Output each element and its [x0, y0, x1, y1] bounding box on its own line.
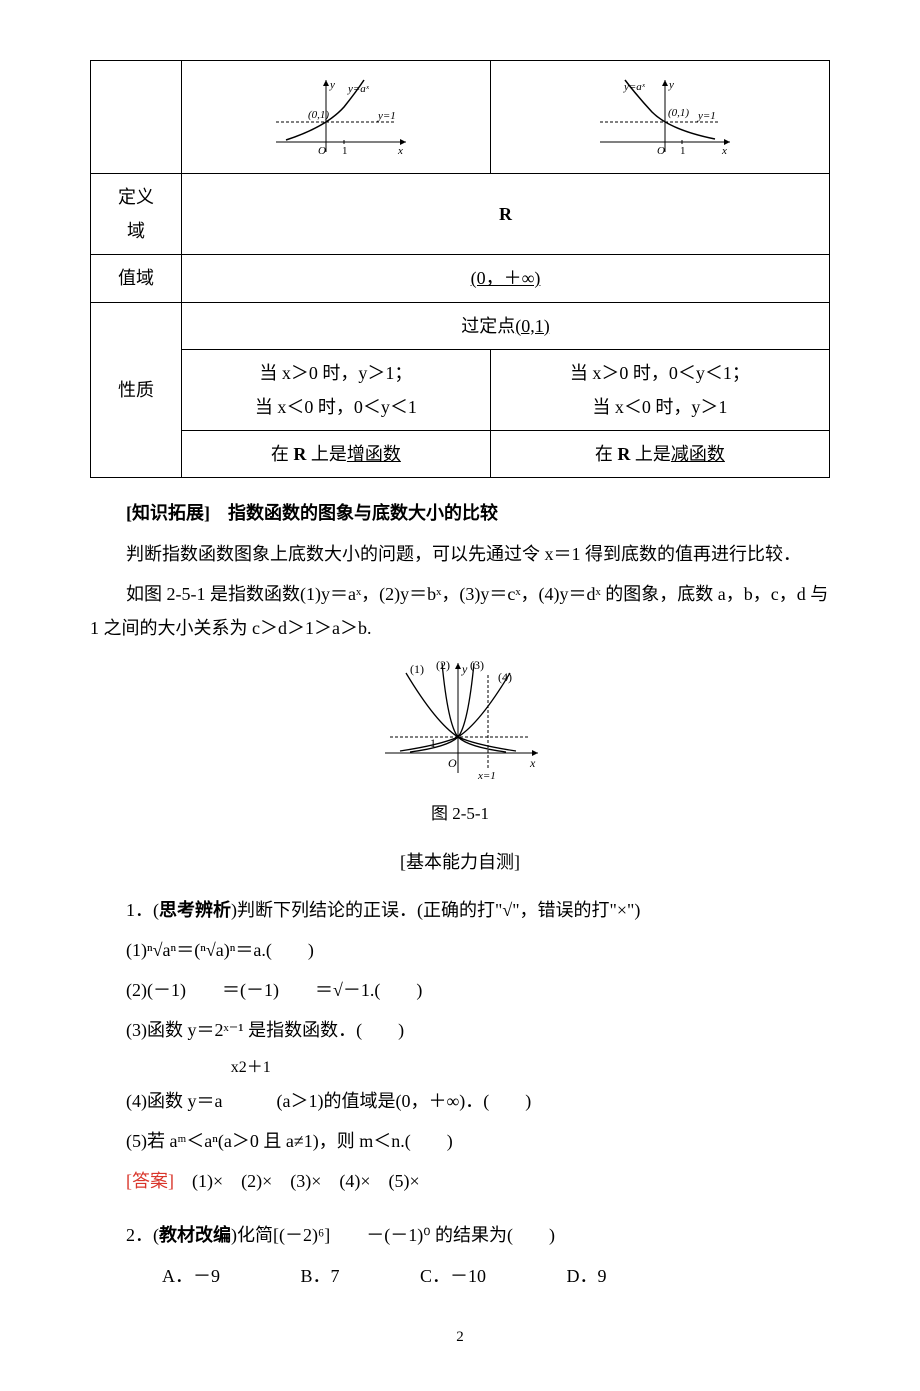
svg-text:y=aˣ: y=aˣ [347, 83, 370, 95]
decreasing-graph-icon: (0,1) y x O 1 y=aˣ y=1 [580, 72, 740, 162]
q1-lead-b: 思考辨析 [159, 900, 231, 920]
prop-left-1a: 当 x＞0 时，y＞1； [259, 363, 412, 383]
svg-text:y: y [329, 79, 335, 91]
page-number: 2 [90, 1323, 830, 1352]
prop-left-2-bold: R [293, 444, 306, 464]
prop-left-1: 当 x＞0 时，y＞1； 当 x＜0 时，0＜y＜1 [182, 349, 491, 430]
svg-text:O: O [318, 145, 326, 157]
svg-text:y=1: y=1 [697, 110, 716, 122]
row-blank-label [91, 61, 182, 174]
fixed-point-cell: 过定点(0,1) [182, 302, 830, 349]
figure-2-5-1: (1) (2) (3) (4) y x O 1 x=1 [90, 655, 830, 796]
self-test-title: [基本能力自测] [90, 845, 830, 879]
figure-caption: 图 2-5-1 [90, 798, 830, 830]
svg-text:x: x [397, 145, 403, 157]
svg-text:O: O [657, 145, 665, 157]
increasing-graph-icon: (0,1) y x O 1 y=aˣ y=1 [256, 72, 416, 162]
q1-2: (2)(－1) ＝(－1) ＝√－1.( ) [90, 973, 830, 1007]
extension-block: [知识拓展] 指数函数的图象与底数大小的比较 判断指数函数图象上底数大小的问题，… [90, 496, 830, 645]
extension-title: 指数函数的图象与底数大小的比较 [210, 503, 498, 523]
svg-text:(1): (1) [410, 662, 424, 676]
q2-lead: 2．(教材改编)化简[(－2)⁶] －(－1)⁰ 的结果为( ) [90, 1218, 830, 1252]
svg-text:y: y [668, 79, 674, 91]
page: (0,1) y x O 1 y=aˣ y=1 [0, 0, 920, 1391]
prop-left-2-pre: 在 [271, 444, 294, 464]
svg-text:1: 1 [342, 145, 348, 157]
q1-5: (5)若 aᵐ＜aⁿ(a＞0 且 a≠1)，则 m＜n.( ) [90, 1124, 830, 1158]
q1-lead: 1．(思考辨析)判断下列结论的正误．(正确的打"√"，错误的打"×") [90, 893, 830, 927]
domain-value-cell: R [182, 174, 830, 255]
q1-1: (1)ⁿ√aⁿ＝(ⁿ√a)ⁿ＝a.( ) [90, 933, 830, 967]
q1-3: (3)函数 y＝2ˣ⁻¹ 是指数函数．( ) [90, 1013, 830, 1047]
answer-body: (1)× (2)× (3)× (4)× (5)× [174, 1171, 420, 1191]
range-value: (0，＋∞) [471, 268, 541, 288]
extension-tag: [知识拓展] [126, 503, 210, 523]
prop-right-2-pre: 在 [595, 444, 618, 464]
q2-opt-b: B．7 [265, 1259, 340, 1293]
extension-para-2: 如图 2-5-1 是指数函数(1)y＝aˣ，(2)y＝bˣ，(3)y＝cˣ，(4… [90, 577, 830, 645]
q2-opt-c: C．－10 [384, 1259, 486, 1293]
q1-lead-a: 1．( [126, 900, 159, 920]
properties-table: (0,1) y x O 1 y=aˣ y=1 [90, 60, 830, 478]
svg-text:(3): (3) [470, 658, 484, 672]
svg-text:x=1: x=1 [477, 770, 496, 782]
prop-right-2-u: 减函数 [671, 444, 725, 464]
svg-text:(0,1): (0,1) [308, 109, 329, 121]
fixed-point-text: 过定点 [461, 316, 515, 336]
range-value-cell: (0，＋∞) [182, 255, 830, 302]
svg-text:x: x [529, 756, 536, 770]
domain-label: 定义 域 [91, 174, 182, 255]
domain-label-line2: 域 [127, 221, 145, 241]
prop-right-1b: 当 x＜0 时，y＞1 [592, 397, 727, 417]
figure-2-5-1-svg: (1) (2) (3) (4) y x O 1 x=1 [370, 655, 550, 785]
svg-text:x: x [721, 145, 727, 157]
q2-b: 教材改编 [159, 1225, 231, 1245]
svg-text:(2): (2) [436, 658, 450, 672]
answer-label: [答案] [126, 1171, 174, 1191]
props-label: 性质 [91, 302, 182, 478]
extension-para-1: 判断指数函数图象上底数大小的问题，可以先通过令 x＝1 得到底数的值再进行比较． [90, 537, 830, 571]
q2-c: )化简[(－2)⁶] －(－1)⁰ 的结果为( ) [231, 1225, 555, 1245]
prop-left-2-u: 增函数 [347, 444, 401, 464]
domain-value: R [499, 204, 512, 224]
svg-text:y=1: y=1 [377, 110, 396, 122]
svg-text:(0,1): (0,1) [668, 107, 689, 119]
svg-text:O: O [448, 756, 457, 770]
q1-4: (4)函数 y＝a (a＞1)的值域是(0，＋∞)．( ) [90, 1084, 830, 1118]
graph-increasing-cell: (0,1) y x O 1 y=aˣ y=1 [182, 61, 491, 174]
svg-text:y=aˣ: y=aˣ [623, 81, 646, 93]
q1-4-exp: x2＋1 [231, 1053, 830, 1083]
svg-text:y: y [461, 662, 468, 676]
prop-right-2: 在 R 上是减函数 [490, 431, 829, 478]
prop-left-2-mid: 上是 [306, 444, 347, 464]
range-label: 值域 [91, 255, 182, 302]
prop-left-2: 在 R 上是增函数 [182, 431, 491, 478]
q2-a: 2．( [126, 1225, 159, 1245]
q2-opt-a: A．－9 [126, 1259, 220, 1293]
prop-right-1: 当 x＞0 时，0＜y＜1； 当 x＜0 时，y＞1 [490, 349, 829, 430]
graph-decreasing-cell: (0,1) y x O 1 y=aˣ y=1 [490, 61, 829, 174]
prop-right-1a: 当 x＞0 时，0＜y＜1； [570, 363, 750, 383]
svg-text:1: 1 [680, 145, 686, 157]
domain-label-line1: 定义 [118, 187, 154, 207]
svg-text:1: 1 [430, 736, 436, 750]
q2-options: A．－9 B．7 C．－10 D．9 [90, 1259, 830, 1293]
prop-right-2-mid: 上是 [630, 444, 671, 464]
svg-text:(4): (4) [498, 670, 512, 684]
prop-left-1b: 当 x＜0 时，0＜y＜1 [255, 397, 417, 417]
fixed-point-value: (0,1) [515, 316, 550, 336]
q1-lead-c: )判断下列结论的正误．(正确的打"√"，错误的打"×") [231, 900, 640, 920]
q2-opt-d: D．9 [531, 1259, 607, 1293]
q1-answer: [答案] (1)× (2)× (3)× (4)× (5)× [90, 1164, 830, 1198]
prop-right-2-bold: R [617, 444, 630, 464]
